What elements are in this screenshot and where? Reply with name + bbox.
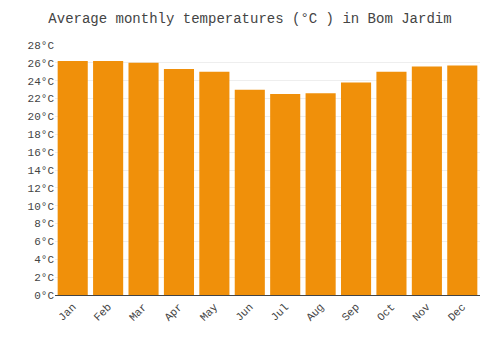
svg-text:28°C: 28°C <box>28 40 55 52</box>
svg-text:18°C: 18°C <box>28 129 55 141</box>
svg-text:6°C: 6°C <box>34 236 54 248</box>
svg-text:8°C: 8°C <box>34 218 54 230</box>
svg-text:16°C: 16°C <box>28 147 55 159</box>
svg-text:Sep: Sep <box>340 301 362 323</box>
svg-text:26°C: 26°C <box>28 58 55 70</box>
svg-text:Jan: Jan <box>56 301 78 323</box>
svg-text:Aug: Aug <box>304 301 326 323</box>
svg-text:2°C: 2°C <box>34 272 54 284</box>
svg-text:May: May <box>198 301 221 324</box>
svg-text:Apr: Apr <box>162 301 184 323</box>
svg-text:Feb: Feb <box>92 301 114 323</box>
svg-text:14°C: 14°C <box>28 165 55 177</box>
svg-text:24°C: 24°C <box>28 76 55 88</box>
svg-text:Jul: Jul <box>269 301 291 323</box>
svg-text:20°C: 20°C <box>28 111 55 123</box>
svg-text:10°C: 10°C <box>28 201 55 213</box>
svg-text:Average monthly temperatures (: Average monthly temperatures (°C ) in Bo… <box>48 11 451 27</box>
svg-text:4°C: 4°C <box>34 254 54 266</box>
svg-text:Oct: Oct <box>375 301 397 323</box>
svg-text:12°C: 12°C <box>28 183 55 195</box>
svg-text:0°C: 0°C <box>34 290 54 302</box>
svg-text:22°C: 22°C <box>28 93 55 105</box>
svg-text:Nov: Nov <box>410 301 433 324</box>
svg-text:Dec: Dec <box>446 301 468 323</box>
svg-text:Mar: Mar <box>127 301 149 323</box>
svg-text:Jun: Jun <box>233 301 255 323</box>
